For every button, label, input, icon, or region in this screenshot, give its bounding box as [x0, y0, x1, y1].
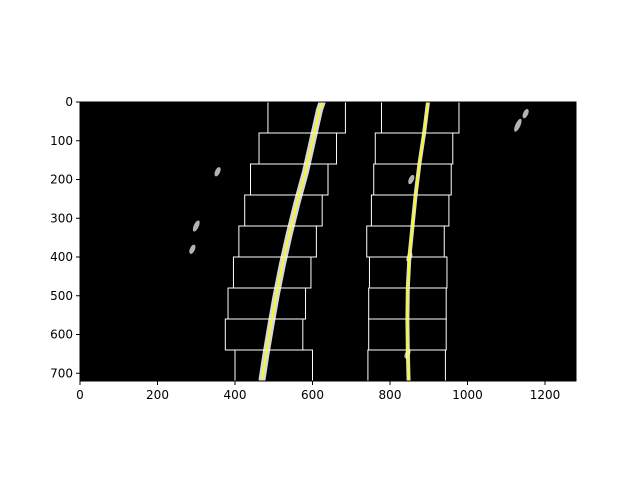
fit-line: [261, 101, 323, 380]
x-tick-label: 1200: [530, 388, 561, 402]
x-tick-label: 200: [146, 388, 169, 402]
x-tick-label: 600: [301, 388, 324, 402]
plot-frame: [79, 101, 577, 382]
x-tick-label: 800: [379, 388, 402, 402]
x-tick-label: 1000: [452, 388, 483, 402]
plot-background: [80, 102, 576, 381]
lane-pixel-blob: [522, 108, 529, 119]
y-tick-label: 300: [50, 211, 73, 225]
lane-pixel-blob: [214, 167, 221, 177]
search-windows: [224, 101, 460, 382]
lane-pixel-blob: [408, 174, 415, 185]
plot-area: [80, 98, 576, 383]
lane-pixel-blob: [192, 220, 200, 232]
y-tick-label: 0: [65, 95, 73, 109]
x-tick-label: 0: [76, 388, 84, 402]
y-tick-label: 400: [50, 250, 73, 264]
y-tick-label: 600: [50, 328, 73, 342]
lane-pixel-blob: [514, 118, 522, 132]
fit-lines: [261, 101, 429, 382]
x-tick-label: 400: [224, 388, 247, 402]
y-tick-label: 200: [50, 173, 73, 187]
fit-line: [406, 101, 429, 382]
y-tick-label: 700: [50, 366, 73, 380]
y-tick-label: 500: [50, 289, 73, 303]
lane-pixel-blob: [189, 244, 196, 254]
x-axis: 0 200 400 600 800 1000 1200: [76, 381, 560, 402]
y-axis: 0 100 200 300 400 500 600 700: [50, 95, 80, 380]
y-tick-label: 100: [50, 134, 73, 148]
